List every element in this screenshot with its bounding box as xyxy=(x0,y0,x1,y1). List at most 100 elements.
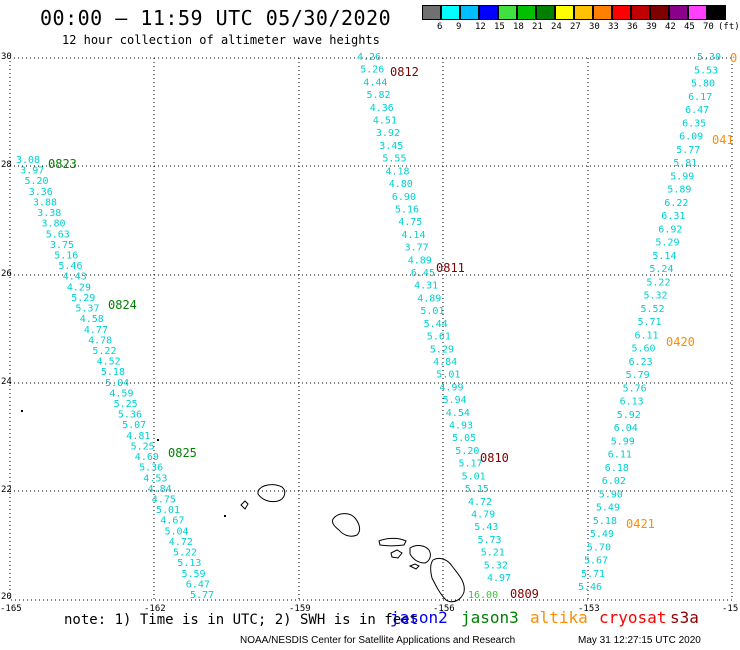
wave-height-value: 5.16 xyxy=(395,205,419,216)
wave-height-value: 6.02 xyxy=(602,476,626,487)
wave-height-value: 3.92 xyxy=(376,128,400,139)
legend-unit: (ft) xyxy=(718,22,740,32)
legend-label: 45 xyxy=(684,22,695,32)
wave-height-value: 5.01 xyxy=(462,471,486,482)
legend-swatch xyxy=(498,5,517,20)
wave-height-value: 5.29 xyxy=(430,344,454,355)
wave-height-value: 5.07 xyxy=(122,420,146,431)
wave-height-value: 4.97 xyxy=(487,573,511,584)
wave-height-value: 4.14 xyxy=(401,230,425,241)
wave-height-value: 4.31 xyxy=(414,281,438,292)
wave-height-value: 5.70 xyxy=(587,542,611,553)
wave-height-value: 6.22 xyxy=(664,198,688,209)
wave-height-value: 6.31 xyxy=(661,211,685,222)
legend-label: 6 xyxy=(437,22,443,32)
wave-height-value: 3.08 xyxy=(16,155,40,166)
wave-height-value: 5.21 xyxy=(481,548,505,559)
wave-height-value: 5.01 xyxy=(436,370,460,381)
wave-height-value: 5.01 xyxy=(156,505,180,516)
legend-label: 27 xyxy=(570,22,581,32)
track-west: 3.083.975.203.363.883.383.805.633.755.16… xyxy=(16,155,214,601)
island-kahoolawe xyxy=(408,563,420,570)
wave-height-value: 3.77 xyxy=(405,243,429,254)
wave-height-value: 4.79 xyxy=(471,510,495,521)
legend-swatch xyxy=(612,5,631,20)
wave-height-value: 6.11 xyxy=(608,450,632,461)
wave-height-value: 3.36 xyxy=(29,187,53,198)
island-kauai xyxy=(257,484,286,503)
lon-tick-label: -15 xyxy=(722,604,738,614)
wave-height-value: 4.29 xyxy=(67,282,91,293)
lon-tick-label: -153 xyxy=(578,604,600,614)
wave-height-value: 5.90 xyxy=(599,489,623,500)
wave-height-value: 6.47 xyxy=(186,579,210,590)
satellite-altika: altika xyxy=(530,608,588,627)
pass-time-label: 0812 xyxy=(390,65,419,79)
wave-height-value: 6.90 xyxy=(392,192,416,203)
wave-height-value: 5.76 xyxy=(623,383,647,394)
legend-label: 18 xyxy=(513,22,524,32)
lon-tick-label: -156 xyxy=(433,604,455,614)
wave-height-value: 3.97 xyxy=(20,166,44,177)
altimeter-tracks: 3.083.975.203.363.883.383.805.633.755.16… xyxy=(16,51,737,601)
lat-tick-label: 20 xyxy=(1,592,12,602)
wave-height-value: 5.22 xyxy=(173,548,197,559)
wave-height-value: 6.18 xyxy=(605,463,629,474)
wave-height-value: 4.89 xyxy=(417,293,441,304)
satellite-cryosat: cryosat xyxy=(599,608,667,627)
satellite-s3a: s3a xyxy=(670,608,699,627)
legend-swatch xyxy=(422,5,441,20)
wave-height-value: 5.29 xyxy=(655,238,679,249)
wave-height-value: 5.25 xyxy=(114,399,138,410)
legend-label: 15 xyxy=(494,22,505,32)
wave-height-value: 5.52 xyxy=(641,304,665,315)
footer-timestamp: May 31 12:27:15 UTC 2020 xyxy=(578,635,701,646)
wave-height-value: 6.04 xyxy=(614,423,638,434)
lat-tick-label: 30 xyxy=(1,52,12,62)
wave-height-value: 5.59 xyxy=(182,569,206,580)
lat-tick-label: 26 xyxy=(1,269,12,279)
wave-height-value: 5.26 xyxy=(360,65,384,76)
wave-height-value: 5.01 xyxy=(420,306,444,317)
wave-height-value: 5.80 xyxy=(691,79,715,90)
legend-label: 42 xyxy=(665,22,676,32)
legend-swatch xyxy=(707,5,726,20)
pass-time-label: 041 xyxy=(712,133,734,147)
legend-swatch xyxy=(536,5,555,20)
wave-height-value: 5.82 xyxy=(367,90,391,101)
wave-height-value: 5.20 xyxy=(25,176,49,187)
dot-1 xyxy=(21,410,23,412)
wave-height-value: 4.69 xyxy=(135,452,159,463)
wave-height-value: 5.36 xyxy=(118,410,142,421)
wave-height-value: 5.14 xyxy=(652,251,676,262)
wave-height-value: 5.30 xyxy=(697,52,721,63)
island-maui xyxy=(409,545,431,564)
lon-tick-label: -162 xyxy=(144,604,166,614)
legend-swatch xyxy=(574,5,593,20)
dot-2 xyxy=(157,439,159,441)
wave-height-value: 4.26 xyxy=(357,52,381,63)
lat-tick-label: 28 xyxy=(1,160,12,170)
pass-time-label: 0809 xyxy=(510,587,539,601)
pass-time-label: 0824 xyxy=(108,298,137,312)
wave-height-value: 4.43 xyxy=(63,272,87,283)
wave-height-value: 5.16 xyxy=(54,251,78,262)
pass-time-label: 0825 xyxy=(168,446,197,460)
wave-height-value: 3.38 xyxy=(37,208,61,219)
wave-height-value: 6.92 xyxy=(658,224,682,235)
wave-height-value: 5.24 xyxy=(649,264,673,275)
wave-height-value: 6.35 xyxy=(682,118,706,129)
wave-height-value: 4.52 xyxy=(97,357,121,368)
wave-height-value: 5.61 xyxy=(427,332,451,343)
legend-swatch xyxy=(669,5,688,20)
wave-height-value: 5.17 xyxy=(459,459,483,470)
island-hawaii xyxy=(430,557,465,603)
legend-label: 36 xyxy=(627,22,638,32)
wave-height-value: 6.47 xyxy=(685,105,709,116)
wave-height-value: 3.80 xyxy=(42,219,66,230)
wave-height-value: 5.99 xyxy=(611,436,635,447)
legend-swatch xyxy=(631,5,650,20)
wave-height-value: 5.22 xyxy=(646,277,670,288)
wave-height-value: 4.81 xyxy=(126,431,150,442)
legend-label: 39 xyxy=(646,22,657,32)
